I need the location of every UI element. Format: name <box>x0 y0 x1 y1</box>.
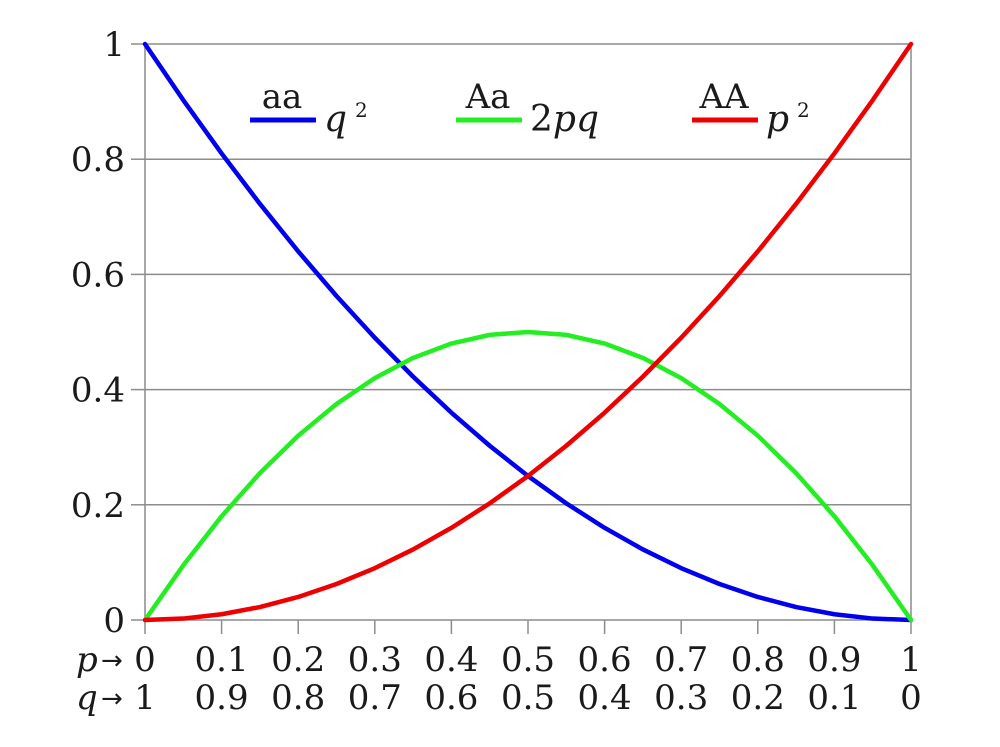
x-tick-label-p: 0.9 <box>807 640 861 680</box>
y-tick-label: 0.8 <box>71 140 125 180</box>
x-tick-label-q: 0.6 <box>424 678 478 718</box>
x-tick-label-p: 0.6 <box>578 640 632 680</box>
x-tick-label-q: 1 <box>134 678 156 718</box>
x-arrow-q: → <box>101 684 123 714</box>
x-tick-label-q: 0.5 <box>501 678 555 718</box>
x-label-q: q <box>76 678 98 718</box>
legend-entry-aa: AA p 2 <box>692 77 810 140</box>
x-tick-label-q: 0.8 <box>271 678 325 718</box>
x-tick-label-q: 0.2 <box>731 678 785 718</box>
x-tick-label-q: 0 <box>900 678 922 718</box>
series-line-aa <box>142 41 914 623</box>
x-tick-label-p: 0.2 <box>271 640 325 680</box>
y-tick-label: 0.2 <box>71 486 125 526</box>
x-tick-label-q: 0.1 <box>807 678 861 718</box>
grid-lines <box>145 43 911 621</box>
x-tick-label-p: 0.3 <box>348 640 402 680</box>
plot-frame <box>144 44 912 620</box>
y-tick-label: 0.4 <box>71 371 125 411</box>
x-tick-label-p: 0.4 <box>424 640 478 680</box>
series-line-aa <box>142 329 914 623</box>
x-tick-label-q: 0.3 <box>654 678 708 718</box>
x-tick-label-p: 1 <box>900 640 922 680</box>
y-tick-label: 1 <box>103 25 125 65</box>
legend: aa q 2 Aa 2pq AA p 2 <box>250 77 810 140</box>
series-lines <box>142 41 914 623</box>
x-tick-label-p: 0.5 <box>501 640 555 680</box>
x-label-p: p <box>76 640 98 680</box>
x-tick-label-q: 0.9 <box>195 678 249 718</box>
y-axis-ticks: 0 0.2 0.4 0.6 0.8 1 <box>71 25 145 641</box>
x-tick-label-q: 0.4 <box>578 678 632 718</box>
y-tick-label: 0.6 <box>71 255 125 295</box>
legend-genotype-label: aa <box>262 77 303 117</box>
x-arrow-p: → <box>101 646 123 676</box>
x-tick-label-p: 0.7 <box>654 640 708 680</box>
legend-genotype-label: AA <box>698 77 749 117</box>
x-axis-variable-labels: p → q → <box>76 640 123 718</box>
legend-entry-aa: Aa 2pq <box>456 77 599 140</box>
x-tick-label-p: 0.1 <box>195 640 249 680</box>
y-tick-label: 0 <box>103 601 125 641</box>
x-tick-label-p: 0 <box>134 640 156 680</box>
x-tick-label-q: 0.7 <box>348 678 402 718</box>
legend-formula: 2pq <box>530 99 599 140</box>
x-tick-label-p: 0.8 <box>731 640 785 680</box>
x-axis-ticks: 010.10.90.20.80.30.70.40.60.50.50.60.40.… <box>134 620 922 718</box>
legend-genotype-label: Aa <box>465 77 511 117</box>
legend-entry-aa: aa q 2 <box>250 77 368 140</box>
